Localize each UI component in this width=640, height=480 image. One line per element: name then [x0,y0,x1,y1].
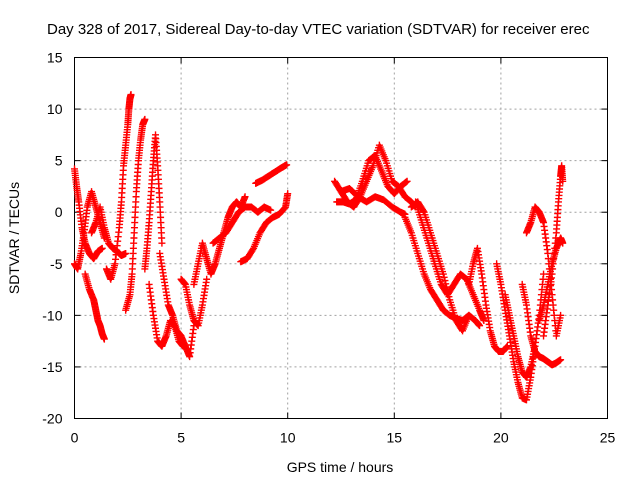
y-tick-label: -20 [42,411,62,427]
y-axis-label: SDTVAR / TECUs [6,182,22,294]
series-trace-21 [465,244,511,355]
x-axis-label: GPS time / hours [287,459,394,475]
plus-marker [203,275,211,283]
axis-ticks: 0 5 10 15 20 25 -20 -15 -10 -5 0 5 10 15 [42,50,615,446]
plus-marker [540,270,548,278]
plus-marker [557,356,565,364]
series-trace-22 [493,260,539,404]
x-tick-label: 20 [493,430,509,446]
series-trace-20 [412,198,488,325]
series-trace-16 [333,151,411,208]
y-tick-label: -10 [42,307,62,323]
plus-marker [419,207,427,215]
y-tick-label: -15 [42,359,62,375]
plus-marker [249,246,257,254]
series-trace-3 [81,270,108,343]
x-tick-label: 25 [600,430,616,446]
plus-marker [267,206,275,214]
plus-marker [283,161,291,169]
plus-marker [476,322,484,330]
series-trace-5 [102,91,135,283]
grid-lines [74,57,608,419]
series-trace-14 [252,161,291,187]
plus-marker [127,91,135,99]
data-series [71,91,567,404]
y-tick-label: 5 [55,153,63,169]
y-tick-label: 0 [55,204,63,220]
plus-marker [465,311,473,319]
y-tick-label: 10 [47,101,63,117]
plus-marker [284,190,292,198]
series-trace-7 [141,131,166,273]
series-trace-6 [122,115,149,314]
x-tick-label: 5 [177,430,185,446]
plus-marker [100,335,108,343]
series-trace-10 [177,275,211,330]
plus-marker [158,239,166,247]
x-tick-label: 0 [71,430,79,446]
series-trace-15 [331,141,420,211]
plus-marker [98,244,106,252]
series-trace-11 [190,193,249,288]
chart-title: Day 328 of 2017, Sidereal Day-to-day VTE… [47,21,590,38]
series-trace-13 [237,190,292,266]
series-trace-19 [407,198,473,335]
plus-marker [241,193,249,201]
y-tick-label: 15 [47,50,63,66]
plus-marker [559,177,567,185]
plus-marker [441,277,449,285]
plus-marker [559,239,567,247]
series-trace-24 [518,280,565,369]
plus-marker [403,177,411,185]
series-trace-12 [209,203,275,247]
x-tick-label: 10 [280,430,296,446]
series-trace-9 [156,249,198,361]
plot-frame [74,57,608,419]
plus-marker [557,311,565,319]
series-trace-27 [535,234,567,325]
y-tick-label: -5 [50,256,63,272]
series-trace-1 [71,165,106,263]
plus-marker [141,115,149,123]
plus-marker [122,249,130,257]
x-tick-label: 15 [387,430,403,446]
